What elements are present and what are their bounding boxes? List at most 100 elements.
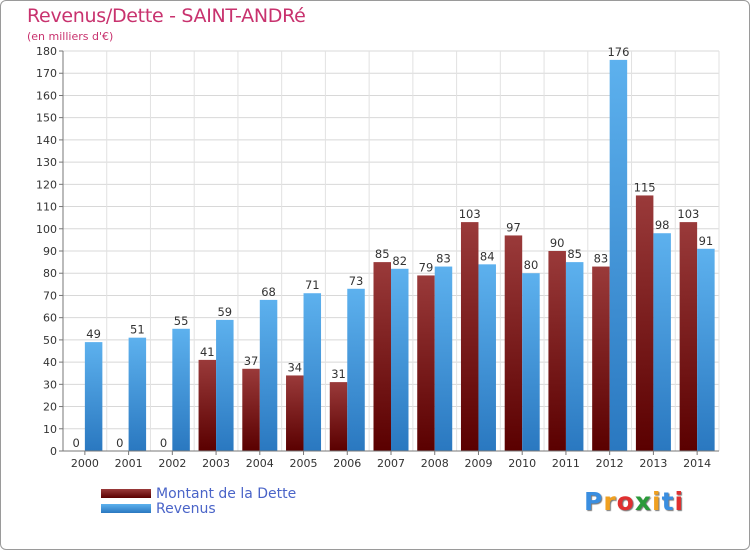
logo-letter: i [652, 487, 662, 516]
ytick-label: 10 [43, 423, 57, 436]
bar-revenus [347, 288, 365, 451]
data-label-revenus: 83 [436, 252, 451, 266]
chart-subtitle: (en milliers d'€) [27, 30, 114, 43]
data-label-revenus: 68 [261, 285, 276, 299]
ytick-label: 60 [43, 312, 57, 325]
data-label-dette: 85 [375, 247, 390, 261]
xtick-label: 2004 [246, 457, 274, 470]
ytick-label: 50 [43, 334, 57, 347]
logo-letter: t [661, 487, 675, 516]
ytick-label: 100 [36, 223, 57, 236]
ytick-label: 80 [43, 267, 57, 280]
data-label-revenus: 51 [130, 323, 145, 337]
xtick-label: 2000 [71, 457, 99, 470]
logo-letter: r [603, 487, 617, 516]
data-label-revenus: 49 [86, 327, 101, 341]
data-label-revenus: 59 [217, 305, 232, 319]
data-label-dette: 103 [459, 207, 481, 221]
legend-swatch-debt [101, 489, 151, 498]
chart-title: Revenus/Dette - SAINT-ANDRé [27, 5, 306, 27]
ytick-label: 20 [43, 401, 57, 414]
bar-dette [242, 368, 260, 451]
bar-revenus [172, 328, 190, 451]
bar-dette [548, 251, 566, 451]
xtick-label: 2006 [333, 457, 361, 470]
bar-revenus [434, 266, 453, 451]
ytick-label: 110 [36, 201, 57, 214]
bar-revenus [565, 262, 584, 451]
bar-revenus [303, 293, 322, 451]
data-label-dette: 97 [506, 220, 521, 234]
bar-dette [373, 262, 391, 451]
bar-revenus [216, 319, 234, 451]
ytick-label: 90 [43, 245, 57, 258]
xtick-label: 2012 [596, 457, 624, 470]
xtick-label: 2003 [202, 457, 230, 470]
ytick-label: 70 [43, 289, 57, 302]
legend-label-debt: Montant de la Dette [156, 486, 297, 502]
proxiti-logo: Proxiti [584, 487, 684, 516]
xtick-label: 2011 [552, 457, 580, 470]
bar-dette [198, 359, 217, 451]
bar-dette [679, 222, 698, 451]
bar-revenus [697, 248, 715, 451]
bar-revenus [259, 299, 278, 451]
data-label-revenus: 55 [174, 314, 189, 328]
data-label-dette: 0 [116, 436, 123, 450]
bar-revenus [391, 268, 409, 451]
data-label-dette: 103 [677, 207, 699, 221]
logo-letter: x [634, 487, 652, 516]
data-label-dette: 83 [594, 252, 609, 266]
xtick-label: 2010 [508, 457, 536, 470]
data-label-dette: 90 [550, 236, 565, 250]
data-label-revenus: 176 [607, 45, 629, 59]
data-label-revenus: 71 [305, 278, 320, 292]
data-label-revenus: 91 [699, 234, 714, 248]
data-label-revenus: 84 [480, 249, 495, 263]
ytick-label: 40 [43, 356, 57, 369]
ytick-label: 170 [36, 67, 57, 80]
bar-dette [460, 222, 479, 451]
bar-revenus [128, 337, 147, 451]
data-label-dette: 41 [200, 345, 215, 359]
legend-swatch-revenus [101, 504, 151, 513]
ytick-label: 180 [36, 45, 57, 58]
data-label-dette: 31 [331, 367, 346, 381]
bar-dette [504, 235, 523, 451]
data-label-dette: 115 [634, 180, 656, 194]
xtick-label: 2009 [464, 457, 492, 470]
xtick-label: 2008 [421, 457, 449, 470]
bar-revenus [84, 342, 103, 451]
data-label-revenus: 73 [349, 274, 364, 288]
bar-dette [286, 375, 304, 451]
bar-dette [635, 195, 654, 451]
data-label-revenus: 82 [392, 254, 407, 268]
legend-label-revenus: Revenus [156, 501, 216, 517]
logo-letter: P [584, 487, 604, 516]
ytick-label: 120 [36, 178, 57, 191]
xtick-label: 2007 [377, 457, 405, 470]
xtick-label: 2013 [639, 457, 667, 470]
bar-revenus [522, 273, 540, 451]
data-label-dette: 34 [287, 360, 302, 374]
logo-letter: o [616, 487, 635, 516]
ytick-label: 30 [43, 378, 57, 391]
bar-dette [329, 382, 348, 451]
axes: 0 10 20 30 40 50 60 70 80 90 100 110 120 130 140 150 160… [36, 45, 719, 470]
data-label-dette: 0 [72, 436, 79, 450]
xtick-label: 2014 [683, 457, 711, 470]
data-label-revenus: 98 [655, 218, 670, 232]
ytick-label: 160 [36, 89, 57, 102]
ytick-label: 130 [36, 156, 57, 169]
data-label-revenus: 85 [567, 247, 582, 261]
bar-revenus [478, 264, 496, 451]
logo-letter: i [674, 487, 685, 516]
bar-dette [417, 275, 435, 451]
bars [84, 59, 715, 452]
ytick-label: 140 [36, 134, 57, 147]
ytick-label: 150 [36, 112, 57, 125]
ytick-label: 0 [50, 445, 57, 458]
